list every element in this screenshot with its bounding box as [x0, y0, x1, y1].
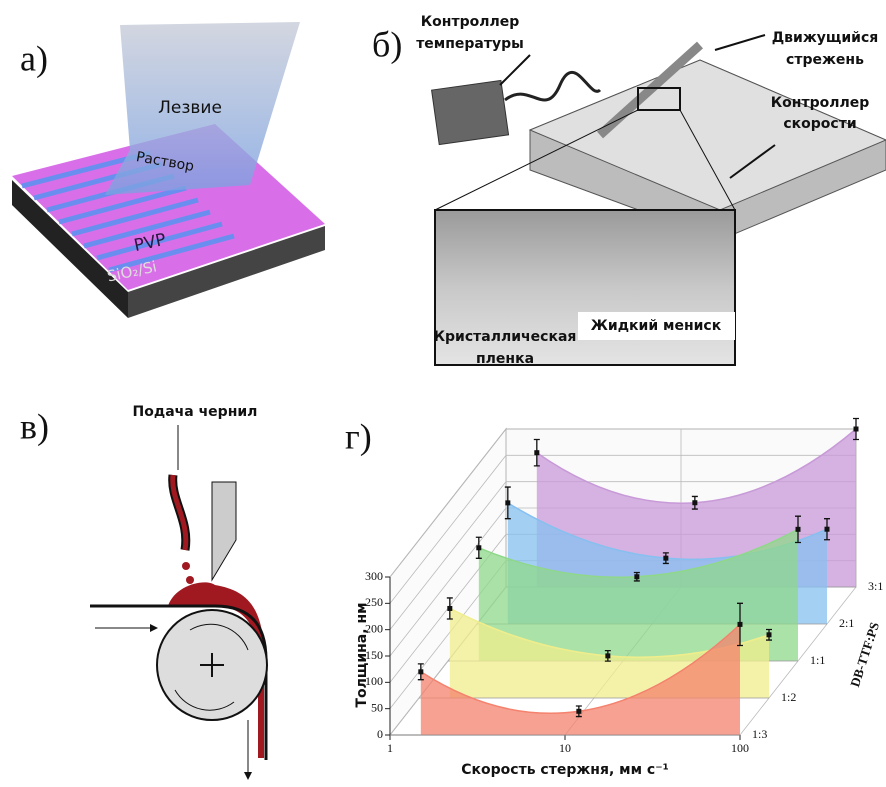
- panel-b: Контроллер температуры Движущийся стреже…: [416, 14, 886, 367]
- point: [476, 545, 481, 550]
- point: [534, 450, 539, 455]
- point: [796, 527, 801, 532]
- callout: Жидкий мениск: [591, 318, 722, 334]
- point: [505, 500, 510, 505]
- controller-box: [432, 80, 509, 144]
- blade: [212, 482, 236, 580]
- cable: [505, 72, 600, 100]
- point: [605, 653, 610, 658]
- x-tick-label: 10: [559, 741, 571, 755]
- arrowhead: [150, 624, 158, 632]
- drop: [182, 562, 190, 570]
- callout: пленка: [476, 351, 534, 367]
- y-tick-label: 0: [377, 727, 383, 741]
- panel-label: г): [345, 416, 372, 456]
- depth-label: 1:2: [781, 690, 796, 704]
- depth-label: 2:1: [839, 616, 854, 630]
- panel-a: Лезвие Раствор PVP SiO₂/Si: [12, 22, 325, 318]
- panel-c: Подача чернил: [90, 404, 267, 780]
- callout: Кристаллическая: [434, 329, 577, 345]
- callout: Контроллер: [421, 14, 520, 30]
- point: [576, 709, 581, 714]
- panel-label: б): [372, 24, 402, 64]
- figure: а) б) в) г) Лезвие Раствор PVP SiO₂/Si К…: [0, 0, 886, 787]
- callout: Контроллер: [771, 95, 870, 111]
- callout: Подача чернил: [133, 404, 258, 420]
- drop: [186, 576, 194, 584]
- y-tick-label: 50: [371, 700, 383, 714]
- depth-label: 3:1: [868, 579, 883, 593]
- point: [738, 622, 743, 627]
- x-axis-title: Скорость стержня, мм с⁻¹: [461, 762, 668, 778]
- point: [447, 606, 452, 611]
- callout: Движущийся: [772, 30, 879, 46]
- x-tick-label: 100: [731, 741, 749, 755]
- y-axis-title: Толщина, нм: [354, 602, 370, 707]
- arrow: [715, 35, 765, 50]
- point: [663, 556, 668, 561]
- y-tick-label: 300: [365, 569, 383, 583]
- point: [692, 500, 697, 505]
- point: [418, 669, 423, 674]
- depth-label: 1:3: [752, 727, 767, 741]
- depth-label: 1:1: [810, 653, 825, 667]
- point: [767, 632, 772, 637]
- callout: стрежень: [786, 52, 864, 68]
- x-tick-label: 1: [387, 741, 393, 755]
- callout: скорости: [783, 116, 856, 132]
- point: [634, 574, 639, 579]
- arrowhead: [244, 772, 252, 780]
- callout: температуры: [416, 36, 524, 52]
- point: [854, 427, 859, 432]
- arrow: [500, 55, 530, 85]
- point: [825, 527, 830, 532]
- panel-label: а): [20, 38, 48, 78]
- blade-label: Лезвие: [158, 98, 222, 118]
- z-axis-title: DB-TTF:PS: [847, 620, 882, 689]
- panel-label: в): [20, 406, 49, 446]
